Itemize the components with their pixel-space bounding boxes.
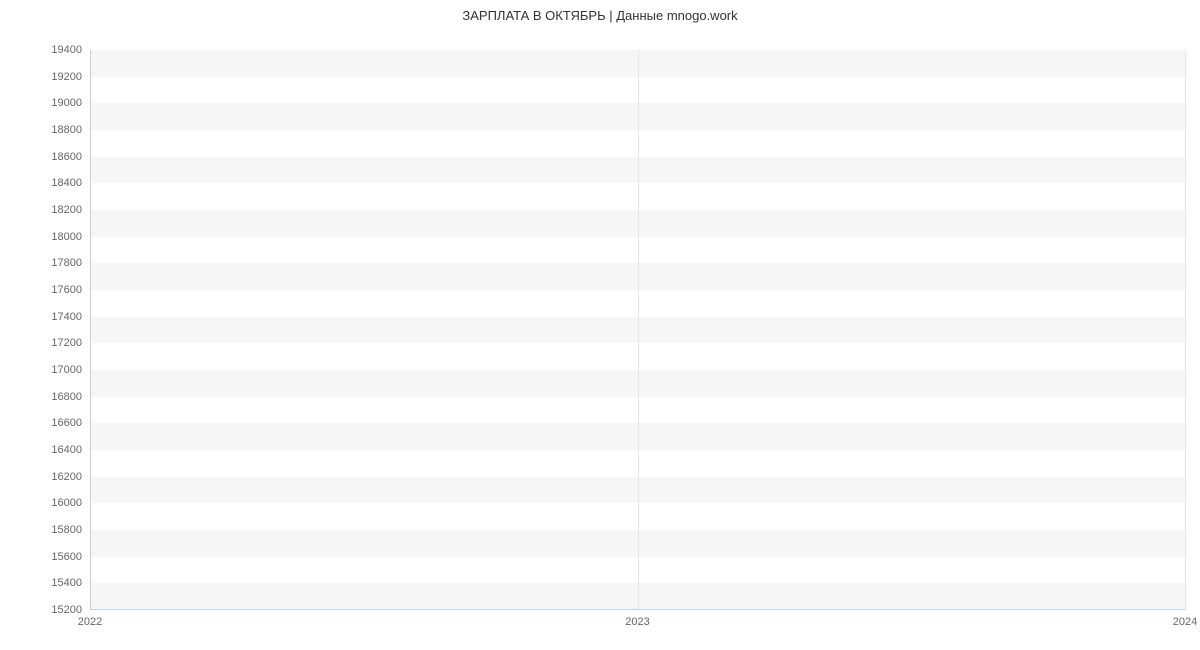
plot-area: 1520015400156001580016000162001640016600… xyxy=(90,50,1185,610)
chart-title: ЗАРПЛАТА В ОКТЯБРЬ | Данные mnogo.work xyxy=(0,8,1200,23)
x-gridline xyxy=(1185,50,1186,610)
y-tick-label: 15400 xyxy=(51,577,82,589)
y-axis-line xyxy=(90,50,91,610)
y-tick-label: 15200 xyxy=(51,604,82,616)
x-tick-label: 2023 xyxy=(625,616,649,628)
y-tick-label: 17000 xyxy=(51,364,82,376)
y-tick-label: 17800 xyxy=(51,257,82,269)
x-axis-line xyxy=(90,609,1185,610)
y-tick-label: 17400 xyxy=(51,311,82,323)
y-tick-label: 19400 xyxy=(51,44,82,56)
y-tick-label: 18400 xyxy=(51,177,82,189)
y-tick-label: 16800 xyxy=(51,391,82,403)
x-tick-label: 2024 xyxy=(1173,616,1197,628)
y-tick-label: 15600 xyxy=(51,551,82,563)
y-tick-label: 18600 xyxy=(51,151,82,163)
y-tick-label: 18200 xyxy=(51,204,82,216)
y-tick-label: 19200 xyxy=(51,71,82,83)
y-tick-label: 16000 xyxy=(51,497,82,509)
y-tick-label: 16200 xyxy=(51,471,82,483)
x-tick-label: 2022 xyxy=(78,616,102,628)
y-tick-label: 16400 xyxy=(51,444,82,456)
salary-line-chart: ЗАРПЛАТА В ОКТЯБРЬ | Данные mnogo.work 1… xyxy=(0,0,1200,650)
y-tick-label: 17200 xyxy=(51,337,82,349)
y-tick-label: 18000 xyxy=(51,231,82,243)
y-tick-label: 18800 xyxy=(51,124,82,136)
x-gridline xyxy=(638,50,639,610)
y-tick-label: 15800 xyxy=(51,524,82,536)
y-tick-label: 17600 xyxy=(51,284,82,296)
y-tick-label: 19000 xyxy=(51,97,82,109)
y-tick-label: 16600 xyxy=(51,417,82,429)
